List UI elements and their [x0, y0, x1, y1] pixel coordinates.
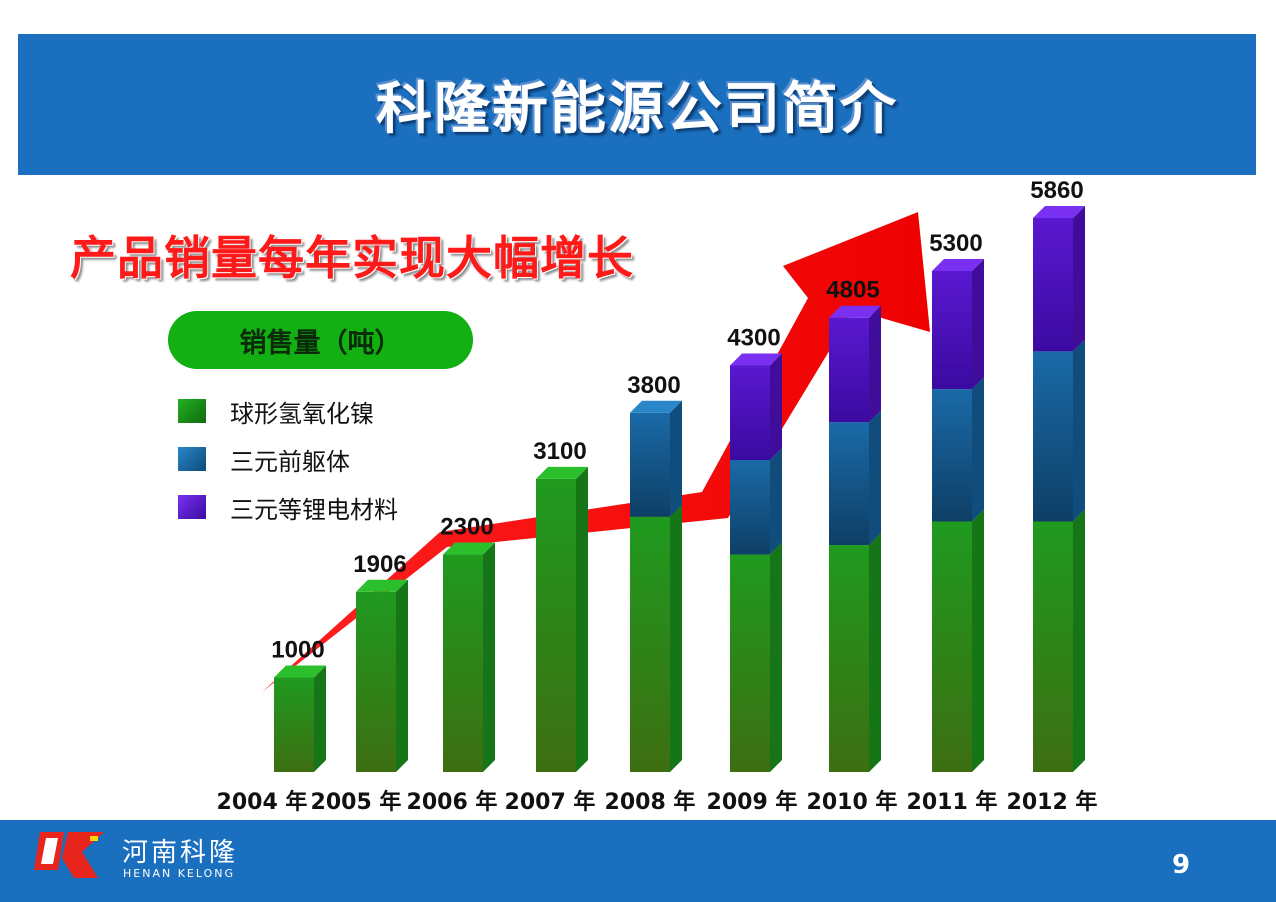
x-tick-label: 2009 年 — [707, 789, 798, 815]
bar-value-label: 5300 — [929, 230, 982, 257]
legend-swatch — [178, 399, 206, 423]
slide-title: 科隆新能源公司简介 — [376, 77, 898, 142]
legend-item: 球形氢氧化镍 — [178, 396, 374, 428]
bar-value-label: 1000 — [271, 636, 324, 663]
bar-segment — [730, 353, 782, 461]
bar-segment — [730, 542, 782, 772]
legend-swatch — [178, 447, 206, 471]
bar-segment — [630, 504, 682, 772]
bar-value-label: 3800 — [627, 372, 680, 399]
bar-segment — [1033, 339, 1085, 522]
growth-trend-arrow — [262, 212, 930, 692]
legend-item: 三元等锂电材料 — [178, 492, 398, 524]
slide-subtitle: 产品销量每年实现大幅增长 — [70, 231, 634, 285]
bar-value-label: 2300 — [440, 514, 493, 541]
bar-segment — [829, 533, 881, 772]
logo-name-en: HENAN KELONG — [123, 867, 236, 880]
bar-segment — [730, 448, 782, 555]
bar-segment — [932, 377, 984, 522]
legend-label: 三元等锂电材料 — [230, 495, 398, 524]
bar-segment — [443, 542, 495, 772]
bar-value-label: 3100 — [533, 438, 586, 465]
legend-label: 球形氢氧化镍 — [230, 399, 374, 428]
legend-item: 三元前躯体 — [178, 444, 350, 476]
legend-title: 销售量（吨） — [168, 311, 473, 369]
x-tick-label: 2005 年 — [311, 789, 402, 815]
x-tick-label: 2008 年 — [605, 789, 696, 815]
page-number: 9 — [1172, 850, 1191, 880]
bar-segment — [1033, 509, 1085, 772]
bar-value-label: 1906 — [353, 551, 406, 578]
bar-value-label: 5860 — [1030, 177, 1083, 204]
bar-value-label: 4300 — [727, 324, 780, 351]
legend-label: 三元前躯体 — [230, 447, 350, 476]
x-tick-label: 2010 年 — [807, 789, 898, 815]
x-tick-label: 2006 年 — [407, 789, 498, 815]
x-tick-label: 2007 年 — [505, 789, 596, 815]
x-tick-label: 2012 年 — [1007, 789, 1098, 815]
x-tick-label: 2011 年 — [907, 789, 998, 815]
footer-bar — [0, 820, 1276, 902]
bar-segment — [932, 258, 984, 390]
title-bar: 科隆新能源公司简介 — [18, 34, 1256, 175]
bar-value-label: 4805 — [826, 277, 879, 304]
bar-segment — [274, 665, 326, 772]
bar-segment — [932, 509, 984, 772]
legend-swatch — [178, 495, 206, 519]
value-label-group: 1000 1906 2300 3100 3800 4300 4805 5300 5860 — [271, 177, 1083, 663]
bar-segment — [536, 466, 588, 772]
bar-segment — [829, 305, 881, 423]
kelong-logo-icon — [34, 832, 104, 878]
bar-group — [274, 206, 1085, 772]
x-tick-label: 2004 年 — [217, 789, 308, 815]
bar-segment — [630, 400, 682, 517]
bar-segment — [1033, 206, 1085, 352]
bar-segment — [829, 410, 881, 546]
x-tick-group: 2004 年 2005 年 2006 年 2007 年 2008 年 2009 年 2010… — [217, 789, 1098, 815]
logo-name-cn: 河南科隆 — [122, 838, 239, 868]
bar-segment — [356, 579, 408, 772]
